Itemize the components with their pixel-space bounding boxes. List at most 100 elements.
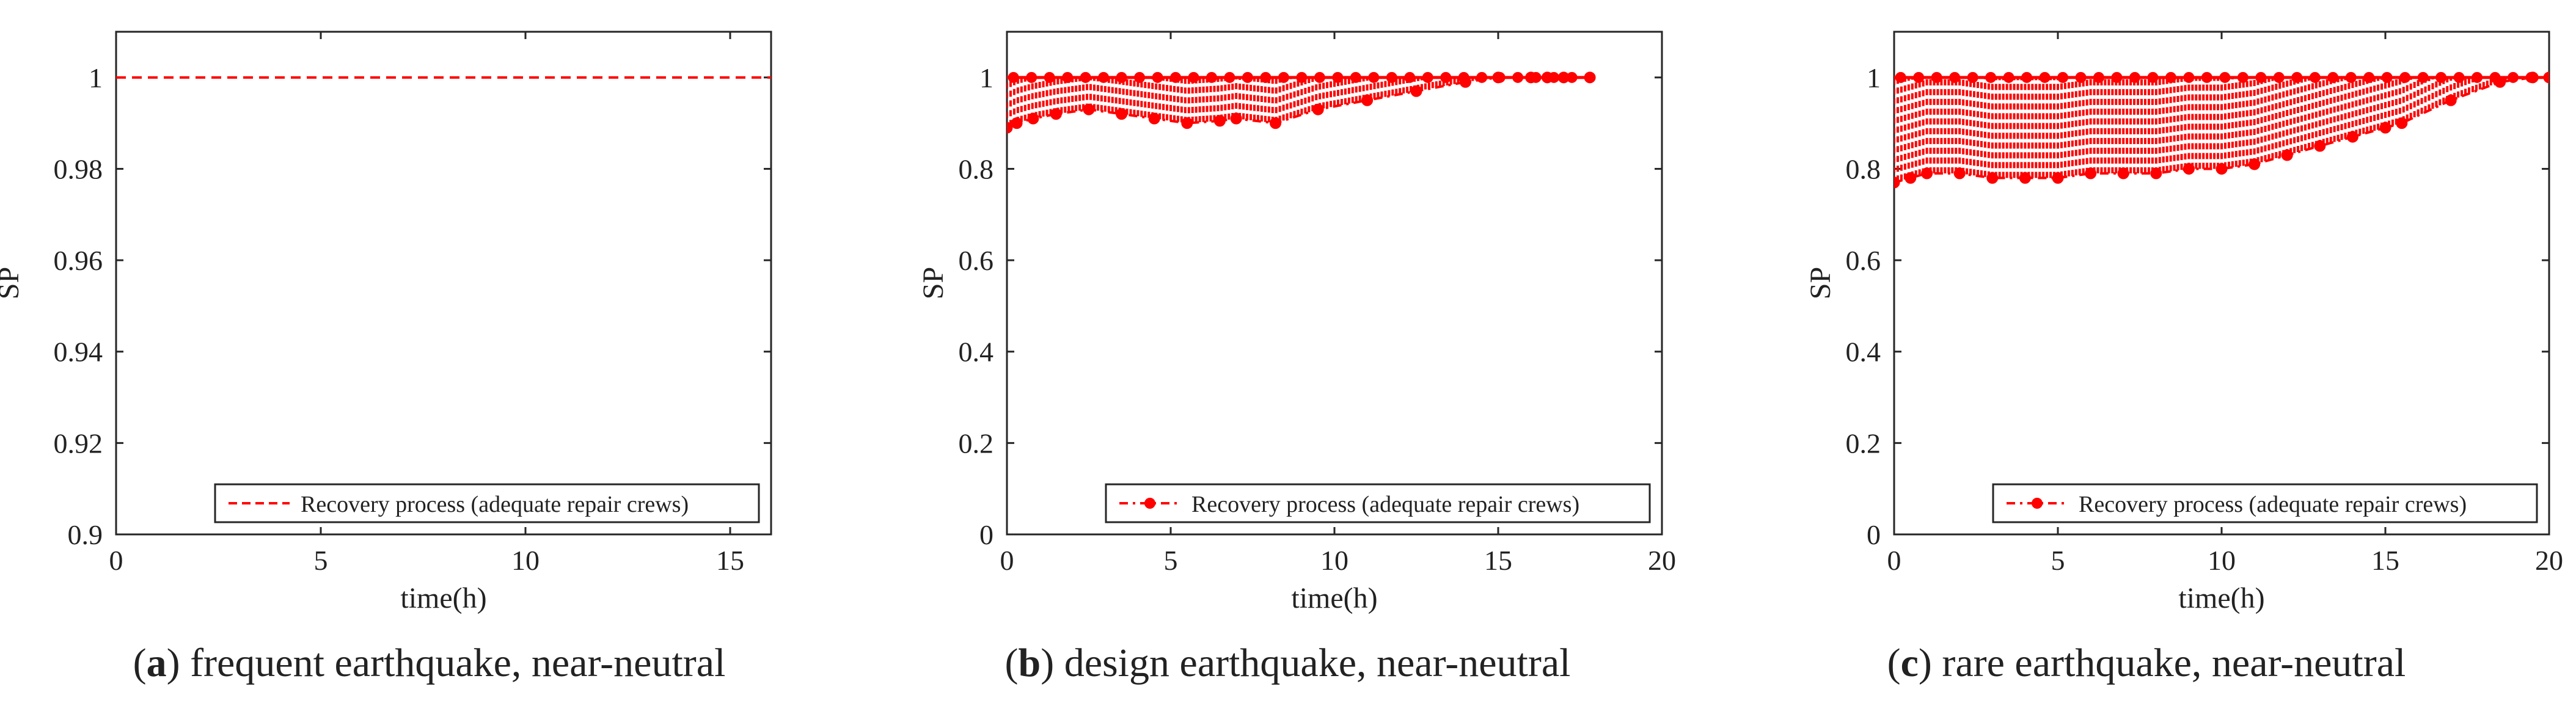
series-point-c-21	[2543, 71, 2549, 84]
y-tick-label-a-5: 1	[89, 62, 103, 93]
series-point-c-10	[2183, 162, 2195, 175]
series-top-point-b-8	[1152, 71, 1163, 83]
series-top-point-c-29	[2417, 71, 2429, 83]
y-axis-label-c: SP	[1804, 267, 1837, 299]
series-top-point-b-11	[1206, 71, 1217, 83]
series-top-point-b-13	[1242, 71, 1253, 83]
series-top-point-b-28	[1512, 71, 1524, 83]
series-point-b-0	[1007, 122, 1013, 134]
series-top-point-b-31	[1566, 71, 1578, 83]
series-point-c-14	[2314, 140, 2326, 152]
series-top-point-c-27	[2381, 71, 2393, 83]
series-top-point-b-2	[1044, 71, 1055, 83]
series-top-point-b-20	[1368, 71, 1380, 83]
series-top-point-b-18	[1332, 71, 1344, 83]
series-top-point-b-16	[1296, 71, 1308, 83]
series-point-b-12	[1361, 94, 1374, 106]
caption-b-letter: b	[1018, 641, 1041, 685]
legend-marker-c	[2032, 498, 2043, 509]
x-tick-label-a-3: 15	[716, 545, 744, 576]
series-point-c-7	[2085, 167, 2097, 180]
series-point-c-6	[2052, 172, 2064, 184]
x-axis-label-b: time(h)	[1291, 582, 1377, 614]
y-tick-label-b-5: 1	[979, 62, 993, 93]
series-top-point-b-7	[1134, 71, 1146, 83]
series-point-b-2	[1027, 112, 1039, 125]
legend-marker-b	[1144, 498, 1155, 509]
series-point-c-8	[2117, 167, 2129, 180]
x-tick-label-a-1: 5	[314, 545, 328, 576]
series-point-c-17	[2396, 117, 2408, 129]
series-point-c-18	[2445, 94, 2457, 106]
legend-label-c: Recovery process (adequate repair crews)	[2079, 492, 2467, 517]
series-top-point-b-25	[1458, 71, 1469, 83]
series-top-point-b-17	[1314, 71, 1325, 83]
series-point-b-11	[1312, 103, 1324, 115]
series-line-c	[1894, 76, 2549, 184]
x-axis-label-a: time(h)	[400, 582, 486, 614]
series-point-b-4	[1083, 103, 1095, 115]
series-point-c-16	[2379, 122, 2391, 134]
series-top-point-c-35	[2525, 71, 2537, 83]
series-point-b-1	[1011, 117, 1023, 129]
series-point-c-9	[2150, 167, 2162, 180]
series-point-c-4	[1986, 172, 1999, 184]
series-top-point-c-17	[2201, 71, 2212, 83]
x-tick-label-b-3: 15	[1484, 545, 1512, 576]
legend-box-b	[1105, 483, 1651, 523]
series-top-point-c-10	[2075, 71, 2087, 83]
series-top-point-c-1	[1913, 71, 1925, 83]
series-point-b-8	[1213, 115, 1226, 127]
caption-c: (c) rare earthquake, near-neutral	[1887, 641, 2406, 685]
series-point-c-13	[2281, 149, 2293, 161]
series-top-point-c-31	[2453, 71, 2465, 83]
series-point-c-15	[2346, 131, 2358, 143]
caption-c-text: rare earthquake, near-neutral	[1931, 641, 2406, 685]
x-axis-label-c: time(h)	[2178, 582, 2264, 614]
series-point-b-13	[1410, 85, 1422, 97]
series-point-c-12	[2249, 158, 2261, 170]
series-top-point-c-20	[2255, 71, 2267, 83]
series-top-point-c-18	[2219, 71, 2231, 83]
y-axis-label-b: SP	[917, 267, 950, 299]
series-top-point-b-0	[1008, 71, 1019, 83]
series-point-c-5	[2019, 172, 2031, 184]
series-top-point-c-3	[1949, 71, 1961, 83]
x-tick-label-c-1: 5	[2051, 545, 2065, 576]
series-top-point-c-22	[2291, 71, 2303, 83]
x-tick-label-c-2: 10	[2208, 545, 2236, 576]
series-top-point-b-5	[1098, 71, 1110, 83]
series-point-c-0	[1894, 177, 1900, 189]
y-tick-label-b-4: 0.8	[959, 153, 994, 184]
series-top-point-b-21	[1386, 71, 1397, 83]
x-tick-label-b-2: 10	[1320, 545, 1348, 576]
series-top-point-c-7	[2021, 71, 2033, 83]
x-tick-label-a-2: 10	[511, 545, 540, 576]
x-tick-label-b-1: 5	[1164, 545, 1178, 576]
y-tick-label-c-3: 0.6	[1846, 245, 1881, 276]
y-tick-label-c-4: 0.8	[1846, 153, 1881, 184]
series-point-c-1	[1905, 172, 1917, 184]
caption-a-text: frequent earthquake, near-neutral	[180, 641, 726, 685]
series-group-b	[1007, 71, 1596, 134]
caption-b-text: design earthquake, near-neutral	[1054, 641, 1571, 685]
x-tick-label-c-0: 0	[1887, 545, 1901, 576]
series-top-point-c-14	[2147, 71, 2159, 83]
legend-label-b: Recovery process (adequate repair crews)	[1191, 492, 1579, 517]
caption-a-letter: a	[146, 641, 167, 685]
series-top-point-c-11	[2093, 71, 2104, 83]
caption-a: (a) frequent earthquake, near-neutral	[133, 641, 726, 685]
series-top-point-b-23	[1422, 71, 1433, 83]
series-point-c-3	[1953, 167, 1966, 180]
series-top-point-c-9	[2057, 71, 2069, 83]
series-point-b-5	[1116, 108, 1128, 120]
legend-box-a	[214, 483, 760, 523]
series-top-point-c-32	[2472, 71, 2483, 83]
y-tick-label-b-2: 0.4	[959, 337, 994, 368]
y-axis-label-a: SP	[0, 267, 25, 299]
series-top-point-c-4	[1967, 71, 1978, 83]
x-tick-label-b-4: 20	[1648, 545, 1676, 576]
y-tick-label-a-3: 0.96	[54, 245, 103, 276]
series-top-point-c-23	[2309, 71, 2321, 83]
